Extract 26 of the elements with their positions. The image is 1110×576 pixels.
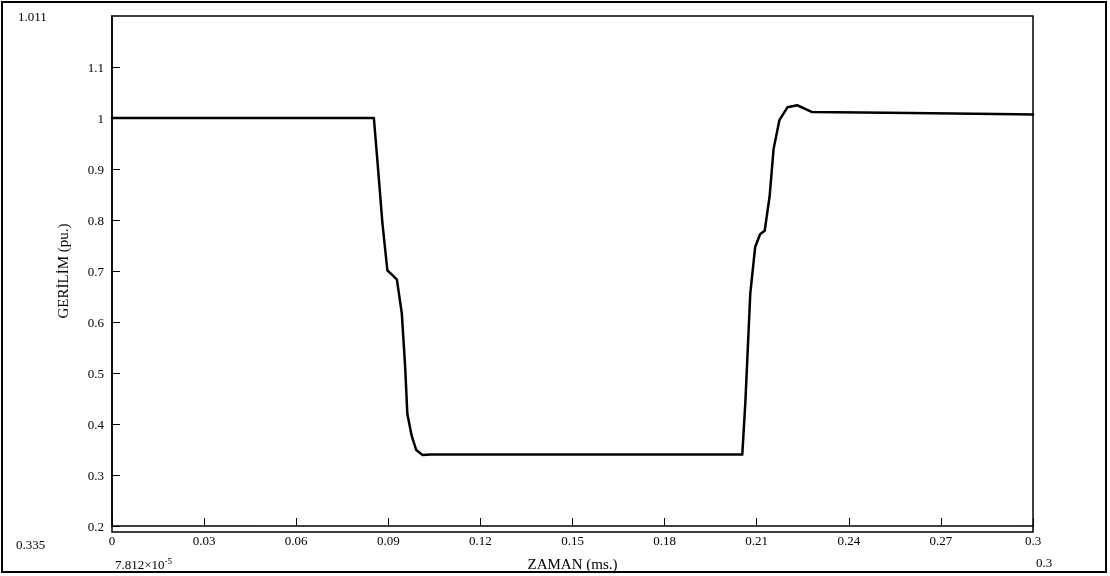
x-tick-label: 0.06	[284, 533, 309, 548]
y-tick-label: 0.3	[87, 467, 104, 483]
x-tick-label: 0.3	[1024, 533, 1042, 548]
y-axis-title: GERİLİM (pu.)	[54, 223, 72, 319]
text: 0.335	[16, 537, 46, 552]
text: 0.3	[1036, 555, 1053, 570]
y-tick-label: 1	[97, 110, 104, 126]
text: 1.011	[18, 9, 47, 24]
x-tick-label: 0.27	[929, 533, 953, 548]
x-axis-title: ZAMAN (ms.)	[527, 555, 618, 573]
x-tick-label: 0.18	[653, 533, 676, 548]
x-tick-label: 0.09	[376, 533, 400, 548]
y-tick-label: 1.1	[87, 59, 104, 75]
y-tick-label: 0.6	[87, 314, 105, 330]
y-tick-label: 0.2	[87, 518, 104, 534]
y-tick-label: 0.5	[87, 365, 104, 381]
y-tick-label: 0.9	[87, 161, 104, 177]
x-tick-label: 0.15	[561, 533, 584, 548]
x-tick-label: 0	[108, 533, 116, 548]
y-tick-label: 0.4	[87, 416, 105, 432]
y-tick-label: 0.8	[87, 212, 104, 228]
x-tick-label: 0.21	[745, 533, 769, 548]
x-tick-label: 0.03	[192, 533, 216, 548]
x-tick-label: 0.12	[469, 533, 492, 548]
x-tick-label: 0.24	[837, 533, 861, 548]
y-tick-label: 0.7	[87, 263, 105, 279]
